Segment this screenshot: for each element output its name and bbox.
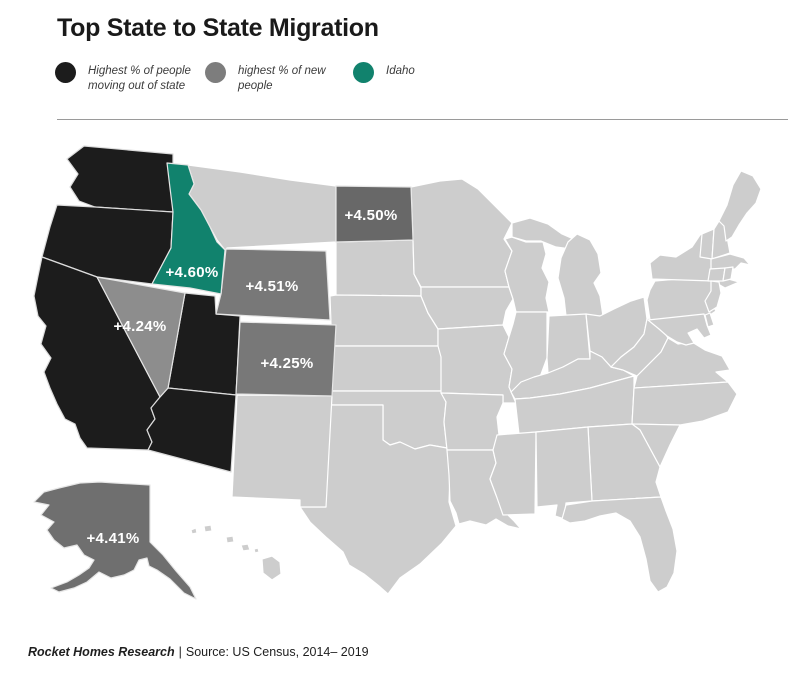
legend-item-moving-out: Highest % of people moving out of state: [55, 61, 206, 94]
state-north-dakota: [335, 185, 414, 243]
footer-separator: |: [178, 645, 182, 659]
state-colorado: [235, 321, 337, 397]
footer-brand: Rocket Homes Research: [28, 645, 175, 659]
value-label-north-dakota: +4.50%: [344, 207, 397, 224]
state-florida: [561, 496, 678, 593]
state-missouri: [437, 324, 520, 404]
state-south-dakota: [335, 239, 422, 297]
legend-label-moving-out: Highest % of people moving out of state: [88, 65, 191, 92]
state-alaska: [33, 481, 197, 600]
legend-swatch-new-people-icon: [205, 62, 226, 83]
state-mississippi: [489, 431, 537, 516]
legend-swatch-idaho-icon: [353, 62, 374, 83]
value-label-colorado: +4.25%: [260, 355, 313, 372]
state-connecticut: [707, 267, 726, 282]
legend-label-new-people: highest % of new people: [238, 65, 326, 92]
state-new-jersey: [704, 280, 722, 313]
state-nebraska: [329, 294, 439, 347]
moving-out-states: [33, 145, 241, 473]
page-title: Top State to State Migration: [57, 14, 379, 42]
legend: Highest % of people moving out of state …: [55, 61, 755, 107]
map-value-labels: +4.60% +4.50% +4.51% +4.24% +4.25% +4.41…: [86, 207, 397, 547]
value-label-wyoming: +4.51%: [245, 278, 298, 295]
state-texas: [299, 404, 457, 595]
legend-label-idaho: Idaho: [386, 65, 415, 77]
state-michigan: [557, 233, 604, 317]
state-iowa: [420, 286, 514, 330]
state-arizona: [146, 387, 237, 473]
new-people-states: [33, 185, 414, 600]
state-rhode-island: [722, 266, 734, 282]
state-washington: [66, 145, 174, 213]
state-wisconsin: [504, 236, 550, 313]
state-kansas: [330, 345, 445, 392]
other-states: [187, 164, 762, 595]
state-arkansas: [440, 392, 504, 451]
value-label-alaska: +4.41%: [86, 530, 139, 547]
state-nevada: [96, 276, 186, 398]
legend-swatch-moving-out-icon: [55, 62, 76, 83]
legend-item-idaho: Idaho: [353, 61, 415, 83]
value-label-nevada: +4.24%: [113, 318, 166, 335]
state-new-mexico: [231, 394, 333, 508]
state-maine: [718, 170, 762, 242]
footer-citation: Source: US Census, 2014– 2019: [185, 645, 369, 659]
state-maryland: [647, 313, 712, 346]
state-virginia: [633, 337, 731, 389]
us-migration-map: +4.60% +4.50% +4.51% +4.24% +4.25% +4.41…: [0, 130, 800, 630]
footer-source: Rocket Homes Research | Source: US Census,…: [28, 645, 369, 659]
divider-line: [57, 119, 788, 120]
value-label-idaho: +4.60%: [165, 264, 218, 281]
legend-item-new-people: highest % of new people: [205, 61, 326, 94]
state-minnesota: [410, 178, 513, 288]
idaho-state: [151, 162, 226, 295]
state-hawaii: [190, 524, 282, 581]
state-north-carolina: [631, 381, 738, 426]
state-idaho: [151, 162, 226, 295]
